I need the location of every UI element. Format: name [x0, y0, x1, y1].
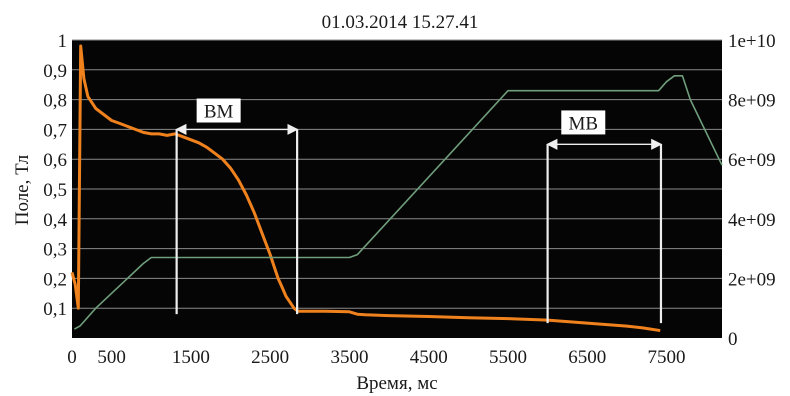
series-layer — [70, 44, 723, 333]
y2-tick-label: 1e+10 — [728, 31, 776, 52]
chart-title: 01.03.2014 15.27.41 — [322, 12, 479, 33]
annotation-label: ВМ — [204, 102, 234, 123]
grid-lines — [72, 39, 722, 309]
y-axis-label: Поле, Тл — [12, 154, 33, 225]
x-tick-label: 3500 — [330, 347, 368, 368]
y-tick-label: 0,8 — [43, 91, 67, 112]
y-tick-label: 0,7 — [43, 120, 67, 141]
x-tick-label: 0 — [67, 347, 77, 368]
y-tick-label: 0,9 — [43, 61, 67, 82]
x-tick-label: 4500 — [410, 347, 448, 368]
y2-tick-label: 0 — [728, 329, 738, 350]
annotation-box — [561, 110, 606, 135]
x-tick-label: 1500 — [172, 347, 210, 368]
y2-tick-label: 6e+09 — [728, 150, 776, 171]
y-tick-label: 0,3 — [43, 240, 67, 261]
y-tick-label: 0,5 — [43, 180, 67, 201]
series-line-2 — [74, 75, 723, 330]
x-tick-label: 7500 — [648, 347, 686, 368]
x-tick-label: 6500 — [568, 347, 606, 368]
x-tick-label: 500 — [97, 347, 126, 368]
y2-tick-label: 8e+09 — [728, 91, 776, 112]
y-tick-label: 0,6 — [43, 150, 67, 171]
annotation-box — [196, 98, 241, 123]
y2-tick-label: 4e+09 — [728, 210, 776, 231]
annotation-label: МВ — [568, 113, 598, 134]
marker-layer: ВМ МВ — [175, 98, 663, 324]
y2-tick-label: 2e+09 — [728, 269, 776, 290]
y-tick-label: 1 — [58, 31, 68, 52]
x-tick-label: 2500 — [251, 347, 289, 368]
y-tick-label: 0,2 — [43, 269, 67, 290]
y-tick-label: 0,4 — [43, 210, 67, 231]
tick-labels: 0 500 1500 2500 3500 4500 5500 6500 7500 0,1 0,2 0,… — [43, 31, 775, 368]
y-tick-label: 0,1 — [43, 299, 67, 320]
x-tick-label: 5500 — [489, 347, 527, 368]
series-line-1 — [70, 44, 661, 333]
x-axis-label: Время, мс — [356, 373, 437, 394]
